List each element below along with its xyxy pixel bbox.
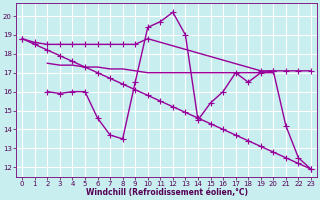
X-axis label: Windchill (Refroidissement éolien,°C): Windchill (Refroidissement éolien,°C) <box>85 188 248 197</box>
